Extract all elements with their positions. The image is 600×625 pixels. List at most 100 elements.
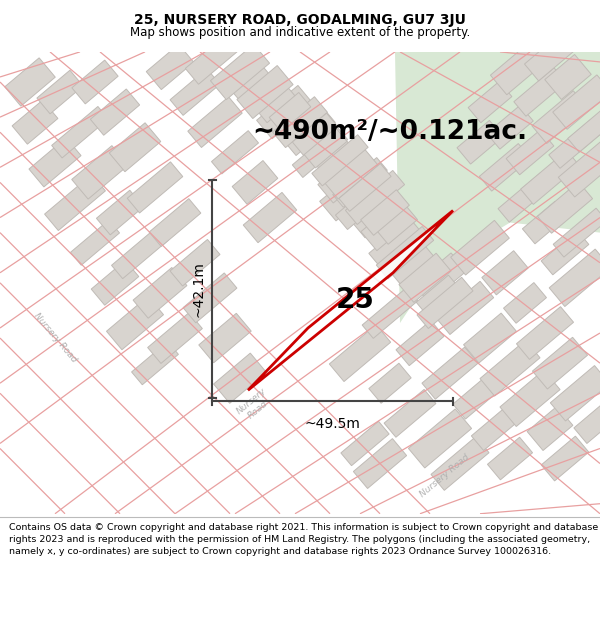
Polygon shape xyxy=(320,164,380,221)
Polygon shape xyxy=(257,86,313,139)
Polygon shape xyxy=(384,389,436,438)
Polygon shape xyxy=(480,340,540,396)
Polygon shape xyxy=(541,231,589,275)
Polygon shape xyxy=(91,261,139,305)
Polygon shape xyxy=(490,39,550,95)
Polygon shape xyxy=(232,161,278,204)
Polygon shape xyxy=(149,199,201,246)
Polygon shape xyxy=(487,105,533,149)
Polygon shape xyxy=(500,370,560,426)
Polygon shape xyxy=(538,182,593,233)
Polygon shape xyxy=(229,62,271,101)
Polygon shape xyxy=(396,321,444,366)
Polygon shape xyxy=(498,173,552,222)
Polygon shape xyxy=(422,347,478,399)
Polygon shape xyxy=(341,421,389,466)
Polygon shape xyxy=(322,146,378,199)
Polygon shape xyxy=(361,204,409,251)
Polygon shape xyxy=(506,130,554,175)
Polygon shape xyxy=(269,92,311,132)
Polygon shape xyxy=(359,188,401,228)
Polygon shape xyxy=(417,278,473,329)
Polygon shape xyxy=(353,198,397,238)
Polygon shape xyxy=(487,438,533,480)
Polygon shape xyxy=(346,171,404,224)
Polygon shape xyxy=(211,44,269,99)
Polygon shape xyxy=(457,121,503,164)
Polygon shape xyxy=(550,366,600,421)
Text: Map shows position and indicative extent of the property.: Map shows position and indicative extent… xyxy=(130,26,470,39)
Polygon shape xyxy=(44,174,106,231)
Polygon shape xyxy=(541,436,589,481)
Polygon shape xyxy=(553,75,600,129)
Polygon shape xyxy=(272,97,328,148)
Polygon shape xyxy=(391,246,439,290)
Polygon shape xyxy=(527,406,573,451)
Polygon shape xyxy=(574,403,600,444)
Text: ~490m²/~0.121ac.: ~490m²/~0.121ac. xyxy=(253,119,527,145)
Polygon shape xyxy=(170,69,220,116)
Polygon shape xyxy=(97,190,143,235)
Polygon shape xyxy=(362,288,418,338)
Polygon shape xyxy=(333,158,387,208)
Polygon shape xyxy=(199,313,251,362)
Polygon shape xyxy=(482,251,528,295)
Polygon shape xyxy=(464,313,517,363)
Polygon shape xyxy=(211,131,259,174)
Polygon shape xyxy=(329,324,391,381)
Polygon shape xyxy=(170,239,220,286)
Polygon shape xyxy=(532,338,587,389)
Polygon shape xyxy=(146,44,194,89)
Polygon shape xyxy=(148,312,202,363)
Polygon shape xyxy=(303,126,347,168)
Polygon shape xyxy=(253,81,296,122)
Text: Contains OS data © Crown copyright and database right 2021. This information is : Contains OS data © Crown copyright and d… xyxy=(9,522,598,556)
Polygon shape xyxy=(413,253,466,302)
Polygon shape xyxy=(312,135,368,186)
Polygon shape xyxy=(399,253,451,302)
Polygon shape xyxy=(72,146,128,199)
Polygon shape xyxy=(237,66,293,119)
Polygon shape xyxy=(185,29,245,84)
Text: 25: 25 xyxy=(336,286,375,314)
Text: Nursery
Road: Nursery Road xyxy=(235,386,275,424)
Text: ~49.5m: ~49.5m xyxy=(305,418,361,431)
Polygon shape xyxy=(112,227,169,279)
Polygon shape xyxy=(339,164,391,211)
Polygon shape xyxy=(335,176,395,229)
Polygon shape xyxy=(409,409,472,468)
Polygon shape xyxy=(468,81,512,122)
Polygon shape xyxy=(523,201,568,244)
Text: 25, NURSERY ROAD, GODALMING, GU7 3JU: 25, NURSERY ROAD, GODALMING, GU7 3JU xyxy=(134,13,466,27)
Text: Nursery Road: Nursery Road xyxy=(419,452,472,499)
Polygon shape xyxy=(361,190,409,236)
Polygon shape xyxy=(395,52,600,323)
Polygon shape xyxy=(517,307,574,359)
Polygon shape xyxy=(243,192,297,242)
Polygon shape xyxy=(314,138,356,177)
Polygon shape xyxy=(127,162,183,213)
Polygon shape xyxy=(318,152,372,203)
Polygon shape xyxy=(91,89,140,135)
Polygon shape xyxy=(532,91,588,144)
Polygon shape xyxy=(353,439,407,489)
Polygon shape xyxy=(70,220,119,265)
Polygon shape xyxy=(514,68,566,116)
Polygon shape xyxy=(553,208,600,257)
Polygon shape xyxy=(248,211,453,390)
Polygon shape xyxy=(431,437,489,491)
Polygon shape xyxy=(568,102,600,152)
Polygon shape xyxy=(29,138,81,187)
Polygon shape xyxy=(472,406,518,451)
Polygon shape xyxy=(524,33,575,81)
Polygon shape xyxy=(292,113,338,155)
Polygon shape xyxy=(416,275,464,321)
Polygon shape xyxy=(369,363,411,403)
Polygon shape xyxy=(292,127,347,178)
Polygon shape xyxy=(369,219,421,267)
Polygon shape xyxy=(131,341,178,385)
Polygon shape xyxy=(37,70,83,114)
Text: Nursery Road: Nursery Road xyxy=(32,312,78,364)
Polygon shape xyxy=(106,296,164,350)
Polygon shape xyxy=(52,106,109,158)
